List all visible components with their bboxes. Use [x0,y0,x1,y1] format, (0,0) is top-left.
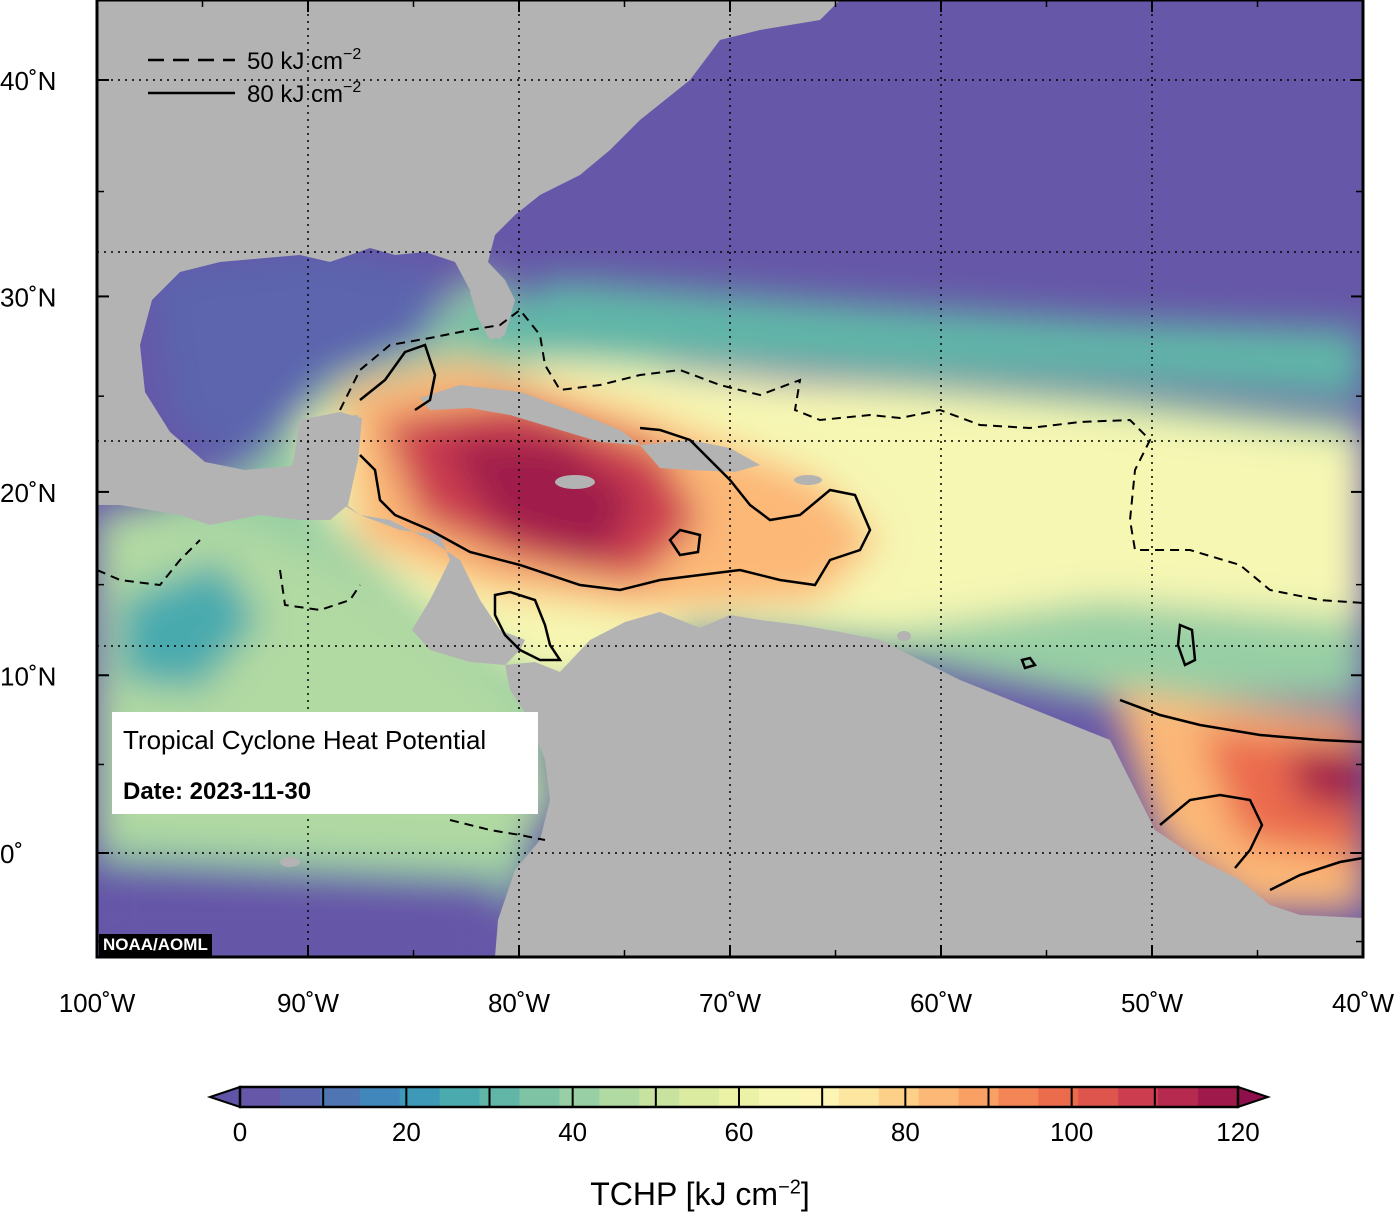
map-date: Date: 2023-11-30 [123,778,312,805]
contour-legend: 50 kJ cm−2 80 kJ cm−2 [148,46,361,108]
trinidad-land [897,631,911,641]
yucatan-land [292,412,362,520]
graticule [97,0,1363,957]
colorbar-swatch [1158,1087,1199,1107]
lon-tick-label: 60˚W [910,988,973,1018]
colorbar: 0 20 40 60 80 100 120 [206,1085,1272,1147]
lon-tick-label: 80˚W [488,988,551,1018]
info-box: Tropical Cyclone Heat Potential Date: 20… [112,712,538,814]
lat-tick-label: 20˚N [0,478,56,508]
colorbar-swatch [918,1087,960,1107]
colorbar-tick-label: 40 [558,1117,587,1147]
lat-tick-label: 30˚N [0,282,56,312]
colorbar-swatch [679,1087,720,1107]
lon-tick-label: 90˚W [277,988,340,1018]
land [97,0,1363,957]
colorbar-swatch [399,1087,441,1107]
colorbar-swatch [599,1087,640,1107]
lon-tick-label: 100˚W [59,988,136,1018]
colorbar-label: TCHP [kJ cm−2] [590,1176,810,1212]
cuba-land [420,385,640,445]
map-title: Tropical Cyclone Heat Potential [123,725,487,755]
florida-land [470,262,515,340]
colorbar-swatch [958,1087,1000,1107]
colorbar-tick-label: 20 [392,1117,421,1147]
colorbar-swatch [998,1087,1039,1107]
galapagos-land [280,857,300,867]
credit-badge: NOAA/AOML [99,934,212,956]
colorbar-swatch [838,1087,880,1107]
colorbar-tick-label: 0 [233,1117,247,1147]
colorbar-swatch [1038,1087,1079,1107]
contour-80 [359,343,1363,892]
lon-tick-label: 70˚W [699,988,762,1018]
lat-tick-label: 10˚N [0,661,56,691]
lat-tick-label: 40˚N [0,66,56,96]
lon-tick-label: 40˚W [1332,988,1395,1018]
colorbar-swatch [878,1087,920,1107]
colorbar-tick-label: 60 [725,1117,754,1147]
colorbar-swatch [639,1087,680,1107]
colorbar-swatch [1198,1087,1239,1107]
colorbar-swatch [1118,1087,1159,1107]
colorbar-swatch [359,1087,401,1107]
north-america-land [97,0,840,665]
colorbar-swatch [1078,1087,1119,1107]
axes: 100˚W 90˚W 80˚W 70˚W 60˚W 50˚W 40˚W 40˚N 30˚N 20˚… [0,0,1395,1018]
colorbar-swatch [319,1087,361,1107]
lon-tick-label: 50˚W [1121,988,1184,1018]
colorbar-swatch [279,1087,321,1107]
legend-solid-label: 80 kJ cm−2 [247,79,361,108]
colorbar-swatch [439,1087,481,1107]
colorbar-under-arrow [206,1085,241,1109]
colorbar-tick-label: 100 [1050,1117,1093,1147]
colorbar-over-arrow [1237,1085,1272,1109]
colorbar-tick-label: 80 [891,1117,920,1147]
south-america-land [495,612,1363,957]
contour-50 [97,308,1363,841]
colorbar-swatch [240,1087,281,1107]
colorbar-swatch [479,1087,521,1107]
lat-tick-label: 0˚ [0,839,23,869]
puerto-rico-land [794,475,822,485]
colorbar-tick-label: 120 [1216,1117,1259,1147]
map-panel: 50 kJ cm−2 80 kJ cm−2 [97,0,1363,957]
colorbar-swatch [519,1087,560,1107]
colorbar-swatch [758,1087,800,1107]
legend-dashed-label: 50 kJ cm−2 [247,46,361,75]
colorbar-swatch [798,1087,840,1107]
colorbar-swatch [559,1087,600,1107]
jamaica-land [555,475,595,489]
